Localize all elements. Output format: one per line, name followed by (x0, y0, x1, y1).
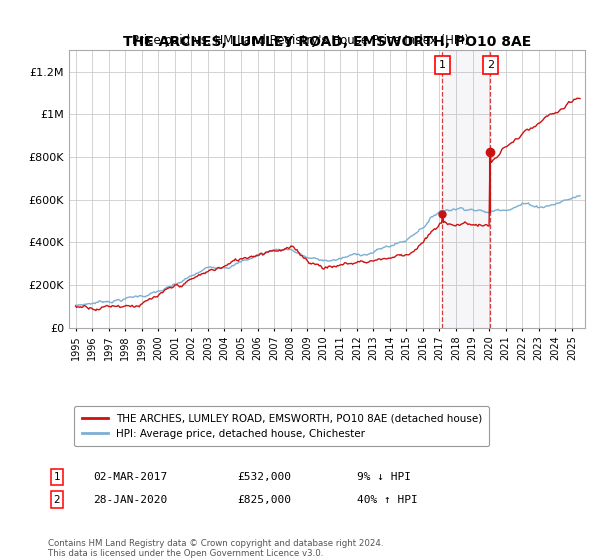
Text: 2: 2 (487, 60, 494, 71)
Text: 9% ↓ HPI: 9% ↓ HPI (357, 472, 411, 482)
Text: 1: 1 (53, 472, 61, 482)
Text: 28-JAN-2020: 28-JAN-2020 (93, 494, 167, 505)
Legend: THE ARCHES, LUMLEY ROAD, EMSWORTH, PO10 8AE (detached house), HPI: Average price: THE ARCHES, LUMLEY ROAD, EMSWORTH, PO10 … (74, 406, 490, 446)
Text: £825,000: £825,000 (237, 494, 291, 505)
Text: 1: 1 (439, 60, 446, 71)
Text: Price paid vs. HM Land Registry's House Price Index (HPI): Price paid vs. HM Land Registry's House … (131, 34, 469, 47)
Title: THE ARCHES, LUMLEY ROAD, EMSWORTH, PO10 8AE: THE ARCHES, LUMLEY ROAD, EMSWORTH, PO10 … (123, 35, 531, 49)
Bar (442, 50, 490, 328)
Text: Contains HM Land Registry data © Crown copyright and database right 2024.
This d: Contains HM Land Registry data © Crown c… (48, 539, 383, 558)
Text: 40% ↑ HPI: 40% ↑ HPI (357, 494, 418, 505)
Text: £532,000: £532,000 (237, 472, 291, 482)
Text: 02-MAR-2017: 02-MAR-2017 (93, 472, 167, 482)
Text: 2: 2 (53, 494, 61, 505)
